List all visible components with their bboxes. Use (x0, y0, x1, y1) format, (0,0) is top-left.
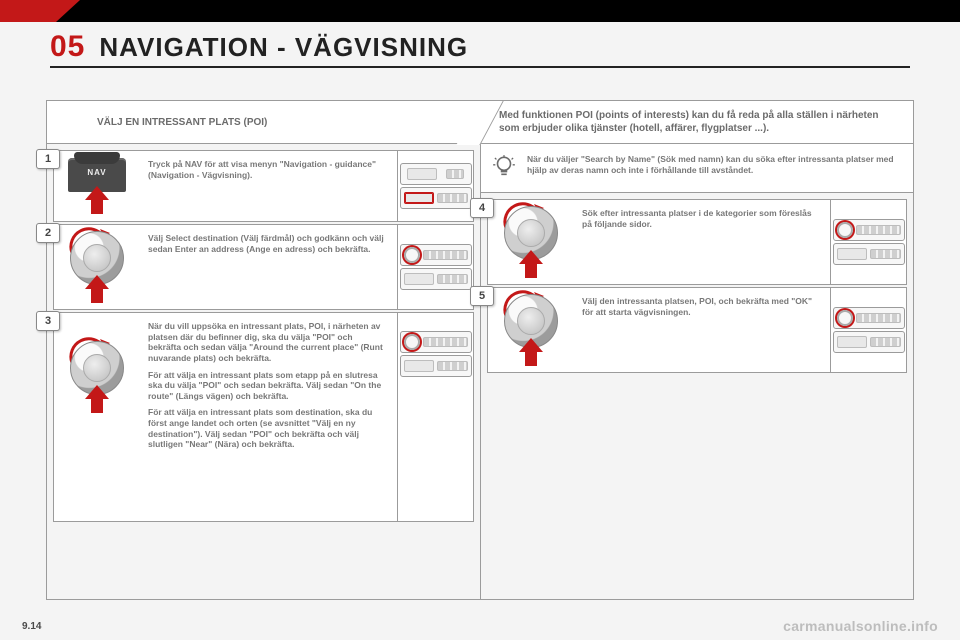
manual-page: 05 NAVIGATION - VÄGVISNING VÄLJ EN INTRE… (0, 0, 960, 640)
step-device-panel (830, 200, 906, 284)
step-5: 5 Välj den intressanta platsen, POI (487, 287, 907, 373)
step-text-line: Sök efter intressanta platser i de kateg… (582, 208, 818, 229)
left-column: VÄLJ EN INTRESSANT PLATS (POI) 1 NAV (46, 100, 480, 600)
watermark: carmanualsonline.info (783, 618, 938, 634)
chapter-header: 05 NAVIGATION - VÄGVISNING (50, 30, 910, 64)
step-control (54, 225, 140, 309)
step-text-line: Tryck på NAV för att visa menyn "Navigat… (148, 159, 385, 180)
right-steps: 4 Sök efter intressanta platser i d (481, 193, 913, 381)
press-arrow-icon (88, 186, 106, 214)
top-border-red-notch (0, 0, 80, 22)
content-columns: VÄLJ EN INTRESSANT PLATS (POI) 1 NAV (46, 100, 914, 600)
nav-button-label: NAV (68, 168, 126, 177)
step-control (54, 313, 140, 521)
left-steps: 1 NAV Tryck på NAV för att visa menyn "N… (47, 144, 480, 530)
step-text-line: Välj Select destination (Välj färdmål) o… (148, 233, 385, 254)
step-text: Välj Select destination (Välj färdmål) o… (148, 225, 389, 268)
title-underline (50, 66, 910, 68)
step-device-panel (397, 151, 473, 221)
top-border (0, 0, 960, 22)
step-device-panel (397, 313, 473, 521)
step-3: 3 När du vill uppsöka en intressant (53, 312, 474, 522)
step-badge: 2 (36, 223, 60, 243)
right-column: Med funktionen POI (points of interests)… (480, 100, 914, 600)
step-text-line: För att välja en intressant plats som et… (148, 370, 385, 402)
step-device-panel (830, 288, 906, 372)
press-arrow-icon (522, 338, 540, 366)
right-subhead: Med funktionen POI (points of interests)… (481, 100, 913, 144)
step-badge: 1 (36, 149, 60, 169)
console-icon (400, 244, 472, 290)
step-text-line: När du vill uppsöka en intressant plats,… (148, 321, 385, 364)
press-arrow-icon (88, 275, 106, 303)
step-control (488, 200, 574, 284)
step-text-line: För att välja en intressant plats som de… (148, 407, 385, 450)
step-text: Sök efter intressanta platser i de kateg… (582, 200, 822, 243)
chapter-number: 05 (50, 30, 85, 64)
lightbulb-icon (491, 154, 517, 180)
step-text-line: Välj den intressanta platsen, POI, och b… (582, 296, 818, 317)
step-text: När du vill uppsöka en intressant plats,… (148, 313, 389, 464)
page-number: 9.14 (22, 621, 41, 632)
console-icon (833, 307, 905, 353)
step-badge: 3 (36, 311, 60, 331)
step-device-panel (397, 225, 473, 309)
left-subhead: VÄLJ EN INTRESSANT PLATS (POI) (47, 100, 480, 144)
step-4: 4 Sök efter intressanta platser i d (487, 199, 907, 285)
console-icon (833, 219, 905, 265)
step-badge: 5 (470, 286, 494, 306)
info-callout: När du väljer "Search by Name" (Sök med … (481, 144, 913, 193)
left-subhead-text: VÄLJ EN INTRESSANT PLATS (POI) (97, 116, 267, 129)
step-2: 2 Välj Select destination (Välj fär (53, 224, 474, 310)
info-text: När du väljer "Search by Name" (Sök med … (527, 154, 899, 180)
step-control: NAV (54, 151, 140, 221)
right-subhead-text: Med funktionen POI (points of interests)… (499, 109, 899, 135)
step-badge: 4 (470, 198, 494, 218)
press-arrow-icon (522, 250, 540, 278)
console-icon (400, 163, 472, 209)
console-icon (400, 331, 472, 377)
step-text: Tryck på NAV för att visa menyn "Navigat… (148, 151, 389, 194)
step-control (488, 288, 574, 372)
chapter-title: NAVIGATION - VÄGVISNING (99, 32, 468, 63)
step-text: Välj den intressanta platsen, POI, och b… (582, 288, 822, 331)
press-arrow-icon (88, 385, 106, 413)
step-1: 1 NAV Tryck på NAV för att visa menyn "N… (53, 150, 474, 222)
